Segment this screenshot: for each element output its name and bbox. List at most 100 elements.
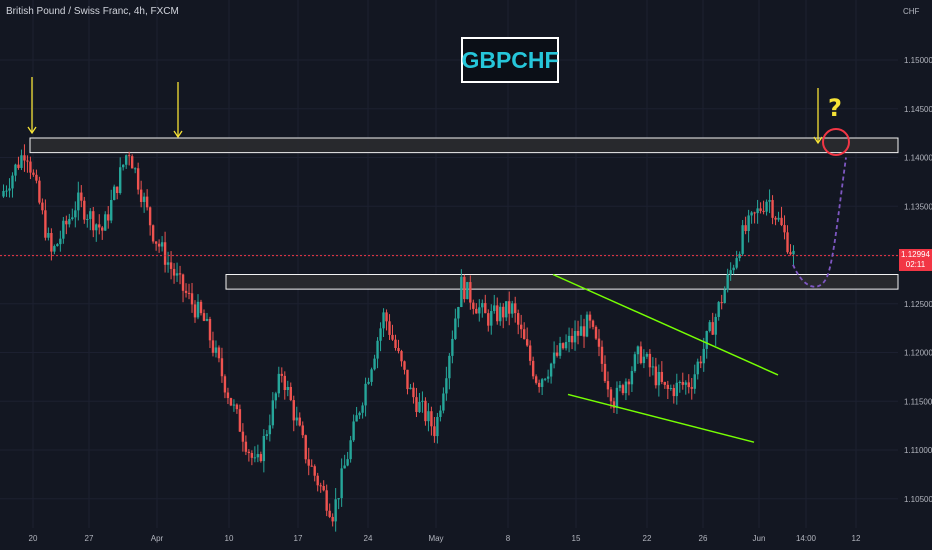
x-tick-label: Apr — [151, 534, 164, 543]
candle-body — [101, 227, 104, 231]
candle-body — [59, 238, 62, 245]
candle-body — [502, 306, 505, 318]
candle-body — [361, 405, 364, 413]
candle-body — [151, 225, 155, 242]
time-axis[interactable]: 20 27 Apr 10 17 24 May 8 15 22 26 Jun 14:00 12 — [29, 534, 861, 543]
candle-body — [732, 267, 735, 271]
candle-body — [669, 388, 673, 390]
candle-body — [187, 292, 191, 294]
candle-body — [71, 217, 74, 220]
candle-body — [205, 318, 209, 321]
candle-body — [597, 338, 601, 347]
candle-body — [549, 363, 553, 377]
candle-body — [552, 352, 556, 364]
candle-body — [86, 218, 89, 220]
candle-body — [50, 233, 53, 252]
candle-body — [708, 322, 711, 332]
candle-body — [400, 351, 403, 362]
candle-body — [774, 217, 777, 220]
candle-body — [522, 329, 526, 340]
candle-body — [14, 164, 17, 176]
candle-body — [750, 212, 753, 216]
arrow-head — [173, 130, 183, 139]
candle-body — [226, 392, 230, 399]
candle-body — [68, 219, 71, 225]
x-tick-label: 24 — [364, 534, 373, 543]
candle-body — [693, 374, 696, 389]
candle-body — [699, 361, 702, 364]
candle-body — [603, 363, 607, 382]
candle-body — [508, 301, 511, 314]
candle-body — [624, 381, 628, 394]
candle-body — [349, 440, 352, 460]
candle-body — [223, 376, 227, 393]
grid — [0, 0, 898, 528]
candle-body — [304, 435, 307, 460]
candle-body — [397, 348, 400, 352]
candle-body — [292, 400, 295, 421]
candle-body — [319, 485, 322, 487]
candle-body — [478, 307, 481, 314]
candle-body — [139, 189, 143, 203]
candle-body — [558, 343, 562, 356]
candle-body — [250, 452, 254, 458]
candle-body — [181, 274, 185, 291]
candle-body — [283, 375, 286, 391]
candle-body — [582, 326, 586, 337]
candle-body — [244, 441, 248, 452]
candle-body — [334, 499, 337, 522]
candle-body — [717, 302, 720, 317]
candle-body — [38, 180, 41, 203]
candle-body — [370, 369, 373, 382]
candle-body — [163, 242, 167, 265]
candle-body — [355, 415, 358, 422]
candle-body — [636, 346, 640, 355]
candle-body — [792, 250, 795, 255]
annotations — [27, 77, 850, 443]
candle-body — [672, 388, 676, 397]
candle-body — [74, 210, 77, 218]
candle-body — [124, 155, 128, 165]
candle-body — [184, 290, 188, 293]
candle-body — [295, 417, 298, 421]
candle-body — [436, 416, 439, 437]
candle-body — [391, 334, 394, 340]
candle-body — [376, 340, 379, 359]
candle-body — [765, 201, 768, 212]
currency-label: CHF — [903, 7, 920, 16]
candle-body — [98, 224, 101, 228]
candle-body — [343, 465, 346, 469]
candle-body — [469, 282, 472, 303]
candle-body — [648, 353, 652, 368]
candle-body — [322, 485, 325, 491]
candle-body — [388, 321, 391, 335]
candle-body — [789, 252, 792, 255]
candle-body — [484, 303, 487, 314]
candle-body — [331, 516, 334, 522]
candle-body — [262, 435, 266, 462]
candle-body — [684, 382, 687, 385]
candle-body — [439, 410, 442, 417]
candle-body — [373, 358, 376, 370]
ticker-badge-text: GBPCHF — [461, 46, 559, 73]
candle-body — [463, 276, 466, 300]
candle-body — [726, 274, 729, 290]
candle-body — [451, 338, 454, 356]
candle-body — [687, 382, 690, 388]
candle-body — [753, 212, 756, 214]
candle-body — [208, 318, 212, 341]
candle-body — [505, 301, 508, 318]
candle-body — [277, 373, 281, 394]
candle-body — [606, 381, 610, 390]
candle-body — [20, 155, 23, 168]
y-tick-label: 1.14500 — [904, 105, 932, 114]
candle-body — [95, 224, 98, 231]
x-tick-label: 17 — [294, 534, 303, 543]
candle-body — [310, 465, 313, 467]
candle-body — [113, 186, 116, 200]
candle-body — [44, 210, 47, 238]
candle-body — [448, 355, 451, 379]
candle-body — [525, 339, 529, 346]
candle-body — [511, 303, 514, 314]
